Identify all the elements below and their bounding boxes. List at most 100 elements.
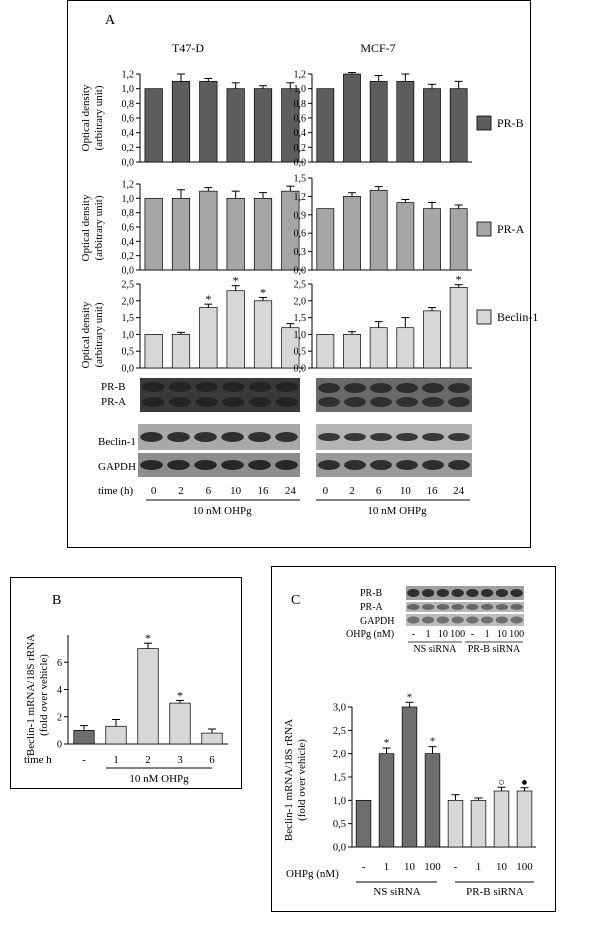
x-tick-label: 10 xyxy=(496,861,508,873)
svg-text:(arbitrary unit): (arbitrary unit) xyxy=(93,195,105,260)
y-tick-label: 1,2 xyxy=(294,192,307,203)
svg-text:Beclin-1 mRNA/18S rRNA: Beclin-1 mRNA/18S rRNA xyxy=(283,719,295,841)
y-tick-label: 1,2 xyxy=(294,70,307,81)
blot-band xyxy=(318,460,340,470)
bar xyxy=(355,799,372,848)
blot-strip xyxy=(316,453,472,477)
time-ticks-a: 0 2 6 10 16 24 0 2 6 10 16 24 xyxy=(151,485,465,497)
y-tick-label: 0,4 xyxy=(294,128,307,139)
x-tick-label: - xyxy=(362,861,366,873)
y-tick-label: 0,2 xyxy=(122,143,135,154)
bar xyxy=(449,88,468,163)
bar xyxy=(516,790,533,848)
blot-band xyxy=(344,433,366,441)
y-tick-label: 0,0 xyxy=(294,158,307,169)
legend-swatch-prb xyxy=(476,115,492,131)
blot-band xyxy=(168,397,192,407)
blot-band xyxy=(344,383,366,393)
bar xyxy=(396,327,415,369)
blot-band xyxy=(448,383,470,393)
time-tick-label: 2 xyxy=(349,485,355,497)
blot-band xyxy=(451,604,464,610)
bar xyxy=(253,88,273,163)
bar xyxy=(199,190,218,271)
bar xyxy=(424,753,441,848)
a-row1-ylabel: Optical density (arbitrary unit) xyxy=(80,84,105,151)
blot-band xyxy=(140,460,163,470)
y-tick-label: 0,2 xyxy=(294,143,307,154)
bar xyxy=(105,725,127,745)
blot-band xyxy=(142,382,165,392)
bar xyxy=(226,197,245,271)
y-tick-label: 1,0 xyxy=(122,84,135,95)
bar xyxy=(401,706,418,848)
time-tick-label: 6 xyxy=(206,485,212,497)
legend-swatch-pra xyxy=(476,221,492,237)
blot-band xyxy=(222,382,245,392)
blot-dose-label: - xyxy=(412,629,415,640)
blot-band xyxy=(495,589,509,597)
blot-strip xyxy=(138,453,300,477)
x-tick-label: 2 xyxy=(145,754,151,766)
x-tick-label: 3 xyxy=(177,754,183,766)
blot-strip xyxy=(316,378,472,412)
blot-band xyxy=(396,397,418,407)
blot-band xyxy=(421,604,435,610)
blot-strip xyxy=(316,424,472,450)
time-tick-label: 16 xyxy=(258,485,270,497)
y-tick-label: 4 xyxy=(57,685,62,696)
bar xyxy=(369,327,388,369)
blot-band xyxy=(421,589,435,597)
panel-a-label: A xyxy=(105,13,116,28)
blot-band xyxy=(318,397,340,407)
blot-band xyxy=(436,616,450,624)
svg-text:Optical density: Optical density xyxy=(80,84,92,151)
legend-label-pra: PR-A xyxy=(497,222,525,236)
chart-a-mcf7-beclin: 0,0 0,5 1,0 1,5 2,0 2,5 * xyxy=(294,273,472,375)
significance-mark: * xyxy=(177,688,183,702)
blot-band xyxy=(436,604,450,610)
y-tick-label: 1,5 xyxy=(122,313,135,324)
y-tick-label: 0,4 xyxy=(122,237,135,248)
blot-band xyxy=(510,616,523,624)
bar xyxy=(343,73,361,163)
blot-band xyxy=(422,433,444,441)
y-tick-label: 1,5 xyxy=(294,313,307,324)
blot-strip xyxy=(406,586,524,600)
y-tick-label: 0,4 xyxy=(122,128,135,139)
dose-label-c: OHPg (nM) xyxy=(286,868,339,880)
time-tick-label: 10 xyxy=(400,485,412,497)
blot-dose-label: 100 xyxy=(509,629,524,640)
blot-band xyxy=(248,397,272,407)
bar xyxy=(423,208,441,271)
blot-band xyxy=(344,460,366,470)
blots-c xyxy=(406,586,524,626)
time-label-b: time h xyxy=(24,754,52,766)
y-tick-label: 0 xyxy=(57,740,62,751)
blot-band xyxy=(448,460,470,470)
blot-strip xyxy=(140,378,300,412)
legend-swatch-beclin xyxy=(476,309,492,325)
y-tick-label: 0,6 xyxy=(122,114,135,125)
bar xyxy=(316,208,335,271)
blot-band xyxy=(422,460,444,470)
significance-mark: ● xyxy=(521,777,528,789)
bar xyxy=(144,197,163,271)
y-tick-label: 2,5 xyxy=(122,280,135,291)
blot-dose-label: 1 xyxy=(485,629,490,640)
blot-band xyxy=(275,460,298,470)
chart-a-t47d-prb: 0,0 0,2 0,4 0,6 0,8 1,0 1,2 xyxy=(122,70,304,169)
blot-band xyxy=(495,616,509,624)
blot-band xyxy=(222,397,245,407)
y-tick-label: 2 xyxy=(57,712,62,723)
svg-text:(arbitrary unit): (arbitrary unit) xyxy=(93,302,105,367)
bar xyxy=(449,208,468,271)
svg-text:Beclin-1 mRNA/18S rRNA: Beclin-1 mRNA/18S rRNA xyxy=(25,634,37,756)
bar xyxy=(171,197,191,271)
y-tick-label: 0,6 xyxy=(294,229,307,240)
x-tick-label: 1 xyxy=(384,861,390,873)
significance-mark: * xyxy=(407,691,413,703)
group-label-c-prb: PR-B siRNA xyxy=(466,886,524,898)
blot-band xyxy=(451,616,464,624)
y-tick-label: 1,0 xyxy=(294,330,307,341)
